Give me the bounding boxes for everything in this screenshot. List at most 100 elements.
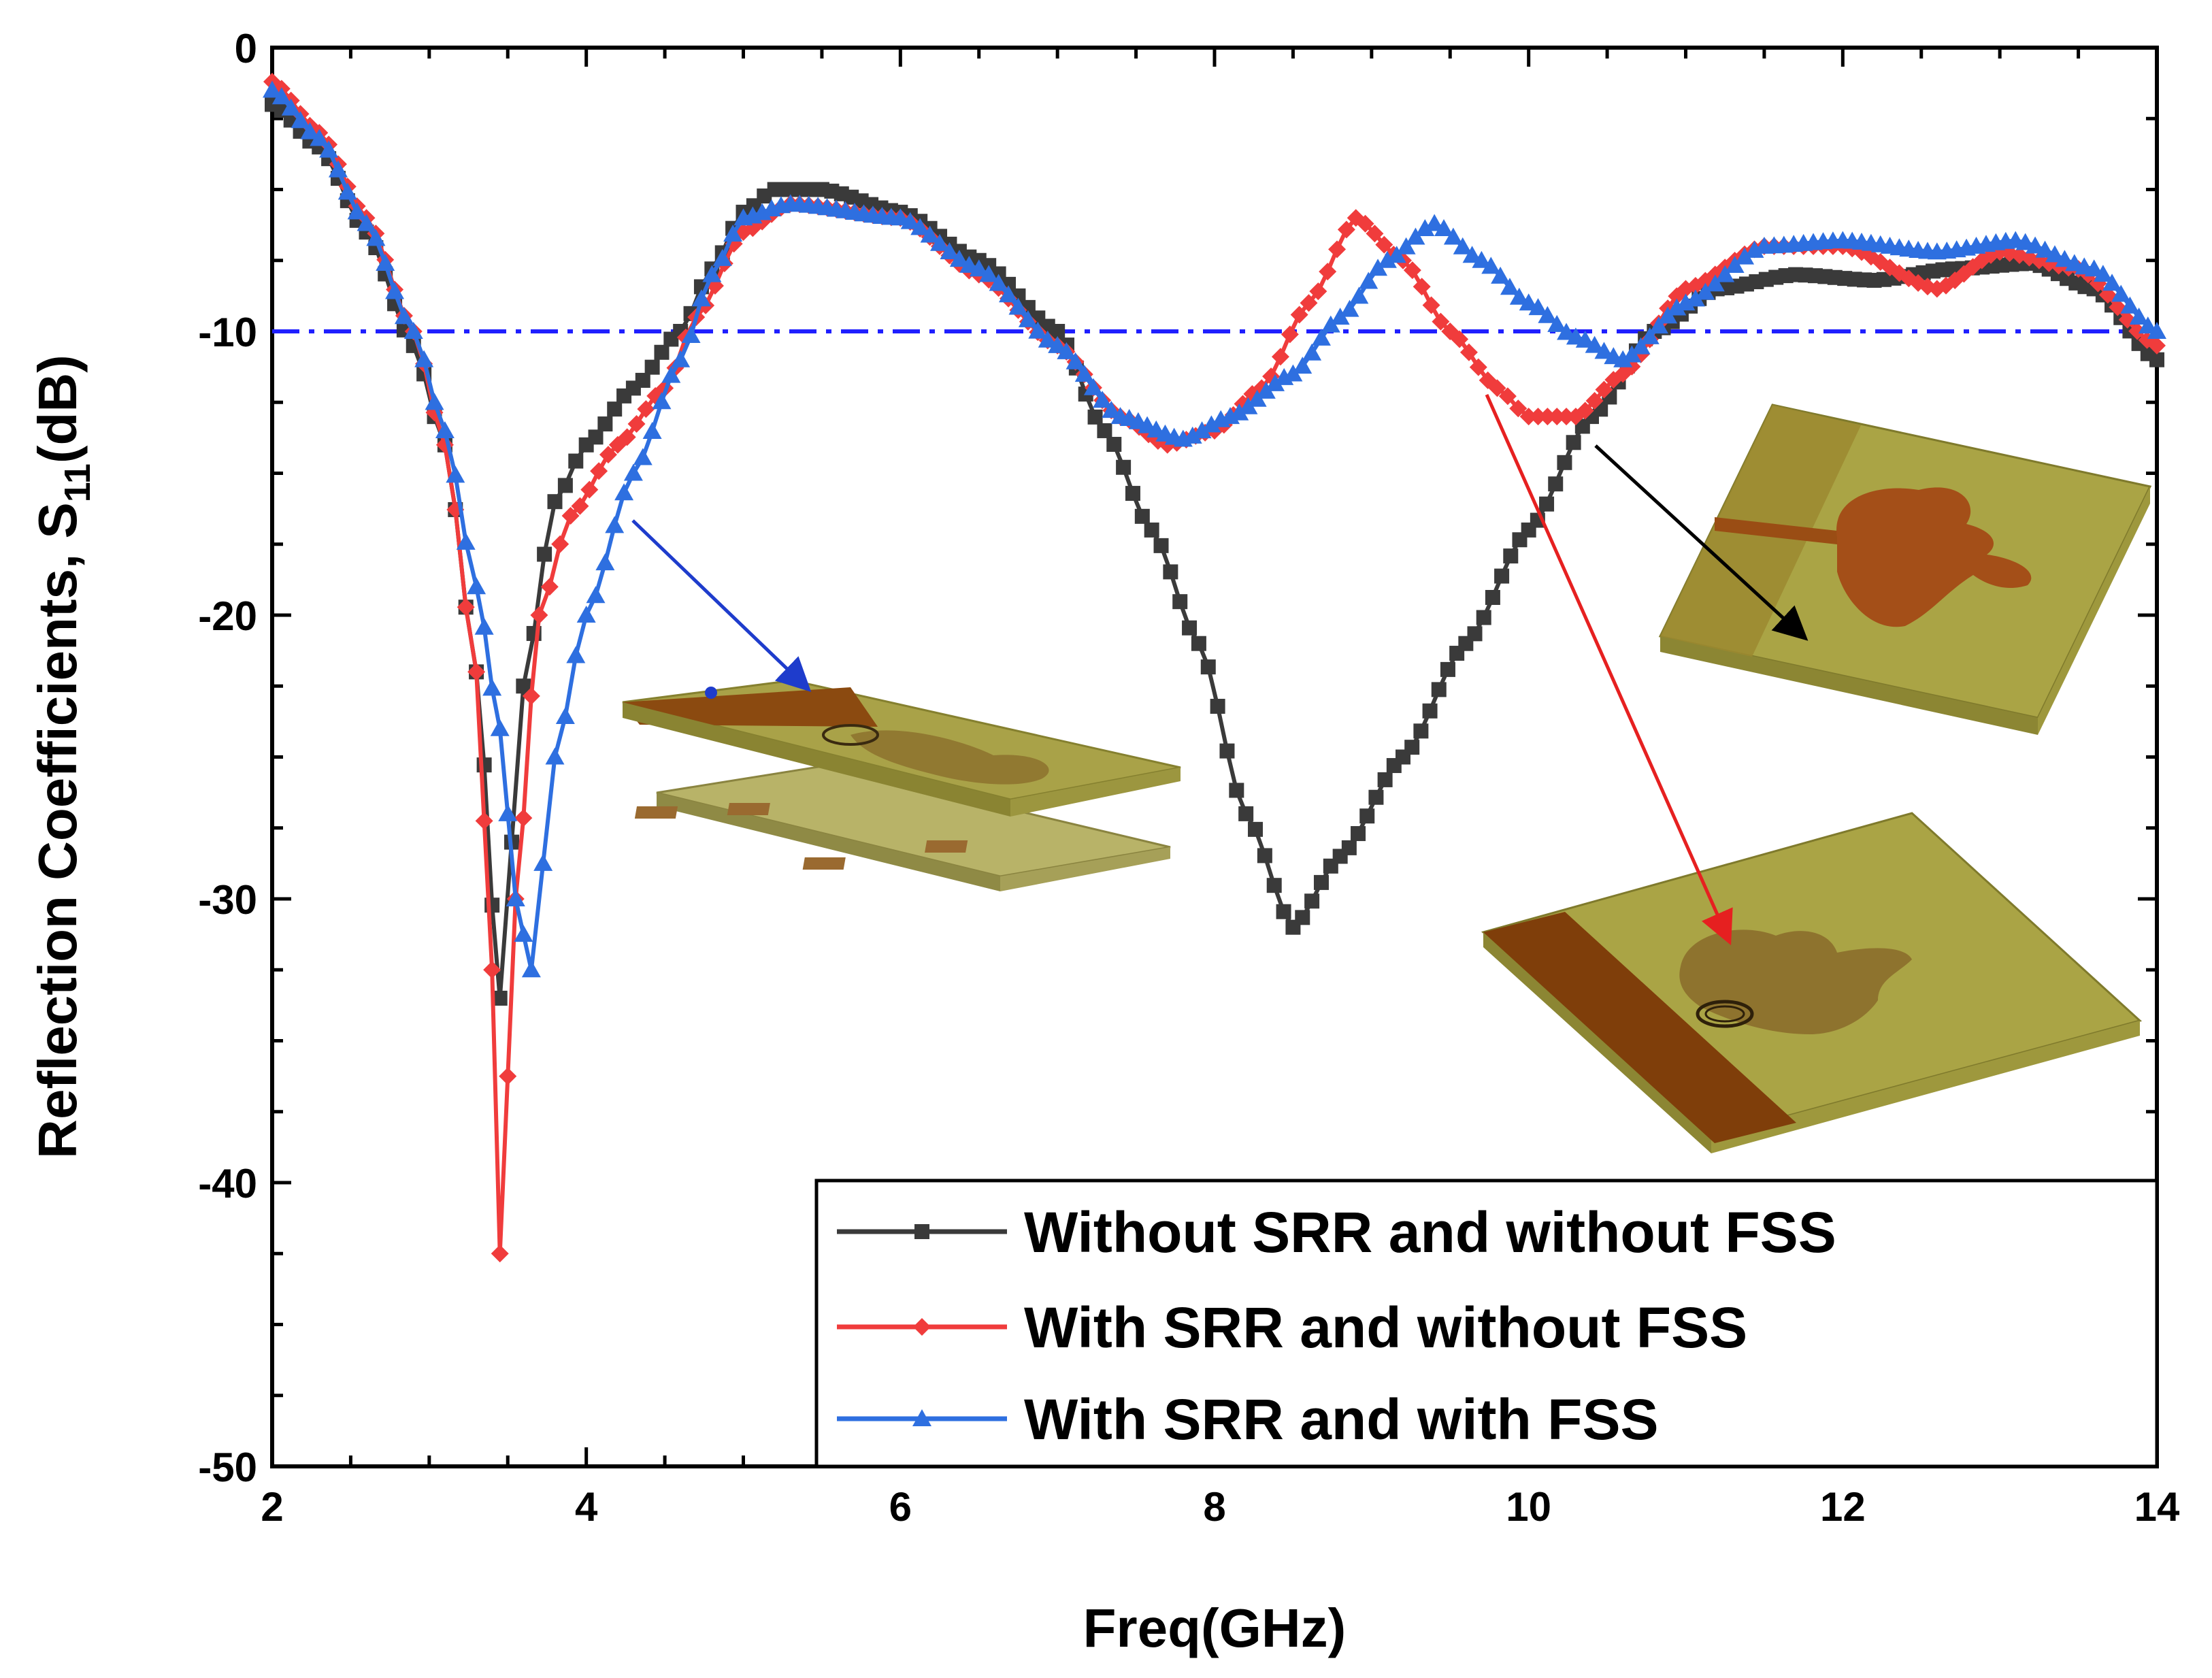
data-point: [1377, 772, 1393, 787]
data-point: [1498, 387, 1517, 406]
data-point: [1377, 250, 1397, 268]
data-point: [1172, 594, 1188, 610]
data-point: [2035, 240, 2055, 258]
data-point: [1538, 408, 1557, 426]
data-point: [1266, 374, 1285, 391]
data-point: [467, 663, 486, 681]
data-point: [1538, 306, 1557, 323]
y-axis-title: Reflection Coefficients, S11(dB): [27, 355, 98, 1159]
data-point: [1396, 237, 1416, 254]
data-point: [492, 990, 508, 1006]
legend-swatch-marker: [914, 1224, 929, 1239]
data-point: [642, 421, 662, 439]
data-point: [328, 160, 348, 178]
data-point: [1547, 314, 1567, 332]
data-point: [1144, 522, 1159, 538]
data-point: [490, 719, 510, 736]
data-point: [403, 322, 423, 339]
data-point: [979, 265, 999, 282]
data-point: [1271, 348, 1289, 366]
data-point: [1066, 352, 1085, 369]
data-point: [1705, 274, 1725, 292]
data-point: [1238, 806, 1254, 821]
data-point: [2026, 236, 2045, 254]
data-point: [1434, 218, 1454, 236]
y-axis-title-subscript: 11: [57, 463, 98, 502]
data-point: [571, 497, 589, 515]
data-point: [1125, 486, 1140, 501]
data-point: [1304, 893, 1320, 909]
data-point: [530, 606, 548, 624]
data-point: [1422, 703, 1438, 719]
data-point: [566, 646, 586, 663]
data-point: [1539, 496, 1555, 512]
data-point: [900, 212, 920, 229]
data-point: [516, 678, 531, 694]
data-point: [940, 242, 959, 259]
data-point: [2102, 274, 2122, 291]
data-point: [537, 546, 552, 562]
data-point: [1359, 808, 1375, 824]
data-point: [1083, 378, 1103, 395]
data-point: [1349, 286, 1369, 304]
data-point: [414, 350, 434, 367]
data-point: [654, 344, 670, 360]
data-point: [545, 747, 565, 765]
data-point: [475, 812, 493, 830]
data-point: [1087, 409, 1103, 425]
data-point: [482, 678, 502, 696]
data-point: [1462, 246, 1482, 263]
data-point: [623, 463, 643, 481]
data-point: [1134, 508, 1150, 524]
data-point: [1459, 343, 1478, 361]
data-point: [1028, 321, 1048, 339]
data-point: [644, 359, 660, 375]
y-tick-label: -30: [198, 877, 257, 923]
x-tick-label: 14: [2134, 1484, 2180, 1530]
data-point: [1585, 335, 1604, 353]
data-point: [597, 416, 613, 432]
data-point: [618, 428, 636, 446]
data-point: [1519, 293, 1538, 311]
data-point: [1557, 455, 1572, 470]
antenna-illustration-with-srr: [1481, 812, 2143, 1153]
y-tick-label: -50: [198, 1445, 257, 1490]
legend-label-without-srr-without-fss: Without SRR and without FSS: [1024, 1200, 1836, 1264]
data-point: [347, 202, 367, 220]
data-point: [446, 465, 465, 483]
data-point: [1509, 399, 1528, 418]
data-point: [1366, 225, 1384, 243]
data-point: [2138, 316, 2158, 334]
data-point: [1191, 636, 1206, 651]
data-point: [1469, 358, 1487, 376]
data-point: [1476, 610, 1491, 625]
data-point: [568, 453, 584, 469]
data-point: [1432, 312, 1450, 331]
data-point: [514, 925, 533, 942]
data-point: [1248, 821, 1264, 837]
data-point: [1472, 250, 1491, 268]
data-point: [1557, 408, 1576, 426]
data-point: [271, 87, 291, 105]
data-point: [1413, 278, 1431, 296]
data-point: [1183, 426, 1202, 444]
data-point: [1595, 380, 1613, 399]
data-point: [1500, 278, 1519, 295]
data-point: [319, 140, 339, 158]
data-point: [702, 265, 722, 282]
data-point: [1300, 294, 1318, 312]
data-point: [1696, 282, 1715, 300]
y-axis-title-main: Reflection Coefficients, S: [27, 502, 88, 1159]
data-point: [1576, 401, 1594, 420]
data-point: [1440, 661, 1455, 677]
x-tick-label: 12: [1820, 1484, 1866, 1530]
legend-box: [814, 1179, 2159, 1468]
data-point: [595, 553, 615, 571]
x-tick-label: 8: [1203, 1484, 1225, 1530]
data-point: [435, 421, 455, 438]
antenna-illustration-fss-stack: [622, 679, 1181, 891]
data-point: [1302, 343, 1322, 361]
data-point: [1735, 247, 1755, 265]
data-point: [491, 1245, 509, 1263]
data-point: [1048, 335, 1068, 353]
